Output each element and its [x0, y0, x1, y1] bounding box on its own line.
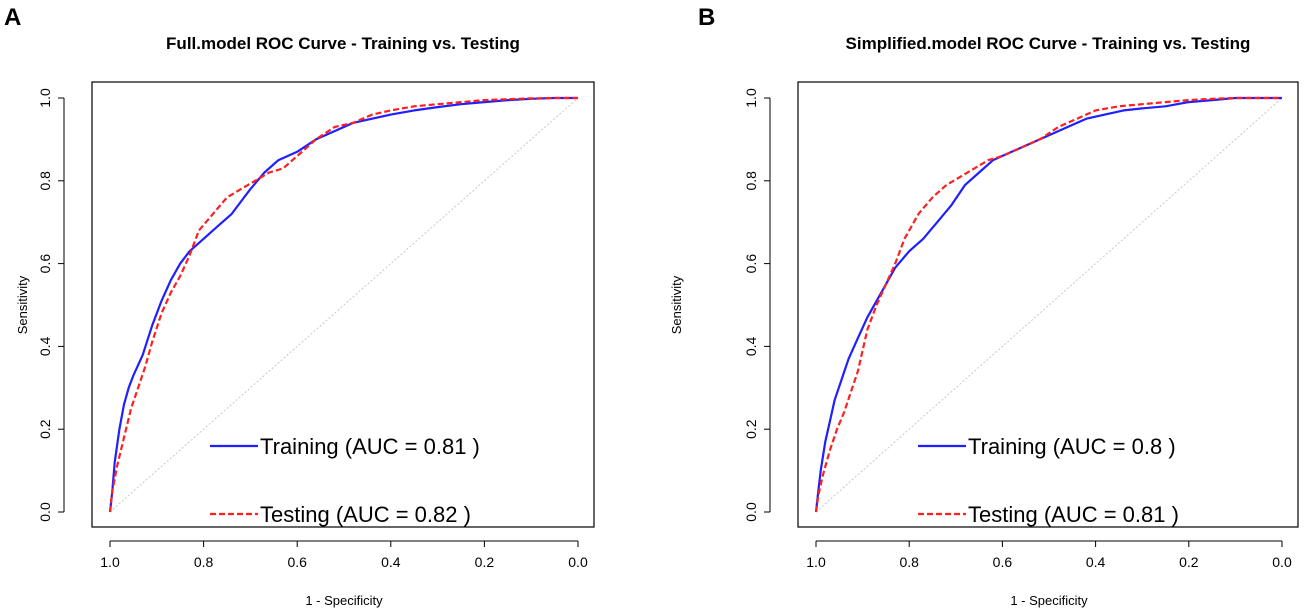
panel-letter-b: B — [698, 4, 716, 31]
legend-testing-label: Testing (AUC = 0.82 ) — [260, 502, 471, 527]
training-roc-line — [814, 96, 1282, 513]
y-axis-label: Sensitivity — [15, 275, 30, 334]
x-tick-label: 0.4 — [1086, 554, 1106, 570]
x-axis-label: 1 - Specificity — [1010, 593, 1088, 608]
x-tick-label: 0.8 — [899, 554, 919, 570]
x-tick-label: 0.6 — [993, 554, 1013, 570]
y-tick-label: 0.4 — [37, 336, 53, 356]
x-tick-label: 0.0 — [1272, 554, 1292, 570]
y-tick-label: 1.0 — [743, 88, 759, 108]
panel-letter-a: A — [4, 4, 22, 31]
plot-frame — [797, 81, 1299, 528]
x-axis-label: 1 - Specificity — [305, 593, 383, 608]
x-tick-label: 0.2 — [1179, 554, 1199, 570]
diagonal-reference-line — [109, 97, 579, 513]
y-tick-label: 0.2 — [743, 419, 759, 439]
y-tick-label: 0.8 — [37, 171, 53, 191]
x-tick-label: 1.0 — [100, 554, 120, 570]
x-tick-label: 0.8 — [194, 554, 214, 570]
y-tick-label: 0.4 — [743, 336, 759, 356]
chart-title: Simplified.model ROC Curve - Training vs… — [846, 34, 1251, 53]
y-tick-label: 0.8 — [743, 171, 759, 191]
y-tick-label: 0.6 — [37, 254, 53, 274]
chart-title: Full.model ROC Curve - Training vs. Test… — [166, 34, 520, 53]
y-axis-label: Sensitivity — [669, 275, 684, 334]
y-tick-label: 0.0 — [37, 502, 53, 522]
roc-chart-full-model: Full.model ROC Curve - Training vs. Test… — [15, 34, 595, 608]
y-tick-label: 0.6 — [743, 254, 759, 274]
testing-roc-line — [108, 96, 578, 513]
x-tick-label: 0.0 — [568, 554, 588, 570]
legend-testing-label: Testing (AUC = 0.81 ) — [968, 502, 1179, 527]
roc-chart-simplified-model: Simplified.model ROC Curve - Training vs… — [669, 34, 1299, 608]
x-tick-label: 0.6 — [287, 554, 307, 570]
legend-training-label: Training (AUC = 0.8 ) — [968, 434, 1176, 459]
testing-roc-line — [814, 96, 1282, 513]
y-tick-label: 0.2 — [37, 419, 53, 439]
x-tick-label: 0.2 — [475, 554, 495, 570]
x-tick-label: 1.0 — [806, 554, 826, 570]
y-tick-label: 1.0 — [37, 88, 53, 108]
plot-frame — [91, 81, 595, 528]
x-tick-label: 0.4 — [381, 554, 401, 570]
training-roc-line — [108, 96, 578, 513]
y-tick-label: 0.0 — [743, 502, 759, 522]
legend-training-label: Training (AUC = 0.81 ) — [260, 434, 480, 459]
